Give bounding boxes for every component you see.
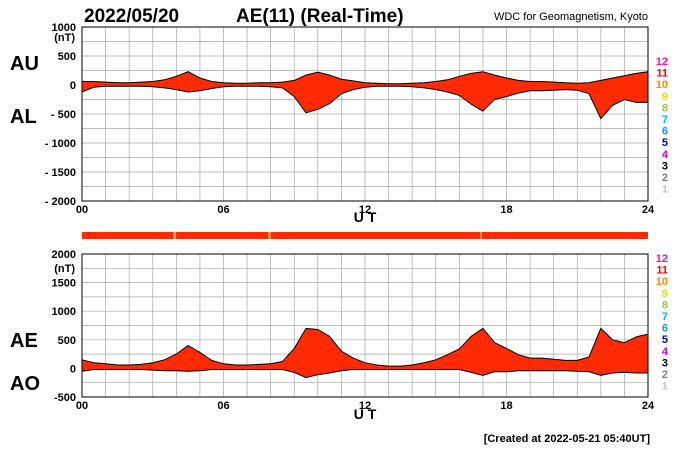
ae-ao-legend-label: 3 bbox=[662, 357, 668, 369]
ae-ao-x-label: U T bbox=[354, 406, 377, 422]
au-al-y-tick-label: 1000 bbox=[52, 22, 76, 34]
au-al-y-unit: (nT) bbox=[54, 32, 75, 44]
au-al-legend-label: 6 bbox=[662, 126, 668, 138]
ae-ao-x-tick-label: 18 bbox=[500, 400, 512, 412]
au-al-x-tick-label: 00 bbox=[76, 204, 88, 216]
ae-ao-legend-label: 8 bbox=[662, 299, 668, 311]
au-al-y-tick-label: 500 bbox=[58, 51, 76, 63]
ae-ao-y-tick-label: 1000 bbox=[52, 306, 76, 318]
au-al-x-tick-label: 12 bbox=[359, 204, 371, 216]
ae-ao-y-unit: (nT) bbox=[54, 263, 75, 275]
ae-ao-legend-label: 6 bbox=[662, 323, 668, 335]
au-al-legend-label: 7 bbox=[662, 114, 668, 126]
au-al-legend-label: 1 bbox=[662, 184, 668, 196]
au-al-x-tick-label: 18 bbox=[500, 204, 512, 216]
ae-ao-x-tick-label: 24 bbox=[642, 400, 655, 412]
au-al-plot-frame bbox=[81, 26, 649, 202]
au-al-legend-label: 8 bbox=[662, 102, 668, 114]
ae-ao-x-tick-label: 00 bbox=[76, 400, 88, 412]
au-al-legend-label: 2 bbox=[662, 172, 668, 184]
al-label: AL bbox=[10, 106, 37, 128]
au-al-legend-label: 5 bbox=[662, 137, 668, 149]
activity-strip-mark bbox=[173, 232, 176, 239]
ae-ao-x-ticks: 00 06 12 18 24 bbox=[76, 400, 655, 412]
au-al-y-tick-label: - 1000 bbox=[45, 138, 76, 150]
ae-ao-y-tick-label: 1500 bbox=[52, 278, 76, 290]
ae-ao-legend-label: 12 bbox=[656, 253, 668, 265]
ae-ao-y-tick-label: -500 bbox=[54, 392, 76, 404]
plot-date: 2022/05/20 bbox=[84, 6, 179, 27]
ae-ao-legend-label: 4 bbox=[662, 346, 669, 358]
au-al-y-ticks: 1000 500 0 - 500 - 1000 - 1500 - 2000 bbox=[45, 22, 76, 208]
au-al-legend-label: 9 bbox=[662, 91, 668, 103]
ae-ao-x-tick-label: 12 bbox=[359, 400, 371, 412]
au-label: AU bbox=[10, 53, 39, 75]
au-al-y-tick-label: 0 bbox=[70, 80, 76, 92]
au-al-y-tick-label: - 500 bbox=[51, 109, 76, 121]
ae-ao-legend-label: 7 bbox=[662, 311, 668, 323]
au-al-legend-label: 3 bbox=[662, 160, 668, 172]
au-al-grid bbox=[82, 27, 648, 201]
created-timestamp: [Created at 2022-05-21 05:40UT] bbox=[484, 433, 651, 445]
au-al-legend-label: 4 bbox=[662, 149, 669, 161]
activity-color-strip bbox=[82, 232, 648, 239]
ae-ao-legend-label: 9 bbox=[662, 288, 668, 300]
ae-ao-legend-label: 10 bbox=[656, 276, 668, 288]
ae-ao-y-tick-label: 2000 bbox=[52, 249, 76, 261]
ae-ao-y-tick-label: 0 bbox=[70, 363, 76, 375]
au-al-legend-label: 10 bbox=[656, 79, 668, 91]
ae-ao-plot-frame bbox=[81, 253, 649, 398]
plot-title: AE(11) (Real-Time) bbox=[236, 6, 404, 27]
au-al-x-ticks: 00 06 12 18 24 bbox=[76, 204, 655, 216]
ae-ao-legend-label: 5 bbox=[662, 334, 668, 346]
ae-ao-legend-label: 1 bbox=[662, 381, 668, 393]
ae-ao-y-ticks: 2000 1500 1000 500 0 -500 bbox=[52, 249, 76, 404]
ao-label: AO bbox=[10, 373, 40, 395]
activity-strip-mark bbox=[268, 232, 271, 239]
ae-ao-legend-label: 2 bbox=[662, 369, 668, 381]
au-al-y-tick-label: - 1500 bbox=[45, 167, 76, 179]
activity-strip-mark bbox=[480, 232, 482, 239]
au-al-legend-label: 11 bbox=[656, 68, 668, 80]
ae-ao-x-tick-label: 06 bbox=[217, 400, 229, 412]
ae-ao-legend-label: 11 bbox=[656, 265, 668, 277]
au-al-x-label: U T bbox=[354, 209, 377, 225]
ae-label: AE bbox=[10, 330, 38, 352]
au-al-y-tick-label: - 2000 bbox=[45, 196, 76, 208]
ae-ao-grid bbox=[82, 254, 648, 397]
au-al-x-tick-label: 24 bbox=[642, 204, 655, 216]
data-source: WDC for Geomagnetism, Kyoto bbox=[494, 11, 648, 23]
ae-ao-y-tick-label: 500 bbox=[58, 335, 76, 347]
au-al-x-tick-label: 06 bbox=[217, 204, 229, 216]
au-al-legend-label: 12 bbox=[656, 56, 668, 68]
